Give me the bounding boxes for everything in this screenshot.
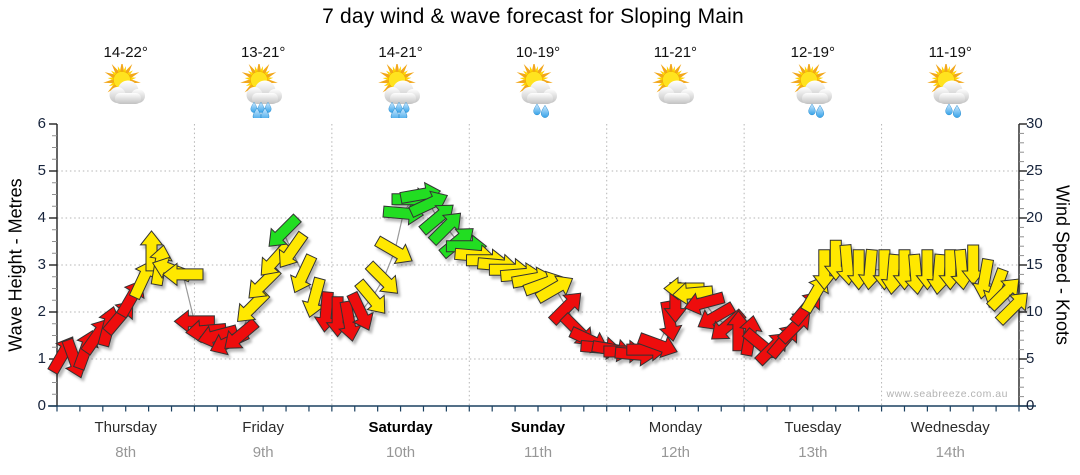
sun-cloud-rain-icon: [515, 64, 557, 118]
cloud-icon: [246, 80, 283, 104]
temp-range-label: 10-19°: [515, 44, 561, 61]
day-date-label: 14th: [935, 444, 965, 461]
temp-range-label: 11-21°: [653, 44, 698, 61]
cloud-icon: [933, 80, 970, 104]
wind-arrow: [636, 332, 678, 359]
wind-arrow: [671, 281, 714, 306]
temp-range-label: 13-21°: [240, 44, 286, 61]
cloud-icon: [658, 80, 695, 104]
temp-range-label: 14-22°: [103, 44, 148, 61]
wave-axis-tick-label: 5: [37, 162, 46, 179]
day-date-label: 12th: [660, 444, 691, 461]
day-name-label: Monday: [648, 419, 703, 436]
temp-range-label: 14-21°: [378, 44, 423, 61]
cloud-icon: [109, 80, 145, 104]
wind-axis-tick-label: 10: [1026, 303, 1043, 320]
wind-arrow: [547, 292, 582, 327]
day-date-label: 8th: [115, 444, 137, 461]
cloud-icon: [384, 80, 420, 104]
day-name-label: Thursday: [94, 419, 157, 436]
day-date-label: 9th: [252, 444, 274, 461]
day-date-label: 11th: [523, 444, 553, 461]
wind-arrow: [354, 278, 386, 314]
wind-arrow: [408, 190, 449, 219]
wind-arrow: [994, 292, 1029, 327]
wave-axis-tick-label: 6: [37, 115, 46, 132]
sun-cloud-rain-icon: [790, 64, 832, 118]
wind-axis-tick-label: 30: [1026, 115, 1043, 132]
wave-axis-tick-label: 4: [37, 209, 46, 226]
wind-arrows: [47, 181, 1029, 379]
wind-arrow: [338, 300, 362, 342]
day-name-label: Saturday: [368, 419, 433, 436]
day-name-label: Wednesday: [910, 419, 990, 436]
wave-axis-tick-label: 2: [37, 303, 46, 320]
sun-cloud-icon: [652, 64, 695, 104]
wave-axis-tick-label: 1: [37, 350, 46, 367]
cloud-icon: [521, 80, 557, 104]
wind-arrow: [971, 257, 996, 300]
wind-arrow: [374, 235, 413, 265]
wind-axis-tick-label: 15: [1026, 256, 1043, 273]
day-date-label: 13th: [798, 444, 828, 461]
day-name-label: Tuesday: [784, 419, 842, 436]
day-name-label: Sunday: [510, 419, 566, 436]
wind-arrow: [697, 301, 737, 330]
page-title: 7 day wind & wave forecast for Sloping M…: [322, 5, 744, 28]
wind-arrow: [427, 212, 462, 247]
temp-range-label: 11-19°: [928, 44, 972, 61]
wind-arrow: [346, 290, 374, 331]
wind-arrow: [301, 276, 326, 319]
wind-arrow: [289, 253, 318, 294]
wind-axis-tick-label: 20: [1026, 209, 1043, 226]
wave-axis-tick-label: 0: [37, 397, 46, 414]
wind-arrow: [268, 213, 302, 247]
wind-arrow: [364, 260, 399, 294]
wind-axis-tick-label: 5: [1026, 350, 1035, 367]
wave-axis-tick-label: 3: [37, 256, 46, 273]
day-date-label: 10th: [385, 444, 416, 461]
sun-cloud-rain-icon: [927, 64, 970, 118]
wind-arrow: [278, 230, 309, 268]
wind-arrow: [683, 291, 726, 316]
sun-cloud-icon: [102, 64, 145, 104]
wind-arrow: [961, 244, 986, 286]
wind-arrow: [224, 317, 260, 349]
wind-axis-tick-label: 25: [1026, 162, 1043, 179]
wind-arrow: [985, 278, 1020, 312]
watermark: www.seabreeze.com.au: [886, 388, 1008, 400]
wind-arrow: [534, 275, 574, 304]
wind-arrow: [658, 300, 683, 342]
sun-cloud-rain-icon: [377, 64, 420, 118]
wind-axis-tick-label: 0: [1026, 397, 1035, 414]
day-name-label: Friday: [242, 419, 284, 436]
cloud-icon: [796, 80, 832, 104]
wind-arrow: [418, 204, 454, 236]
wind-arrow: [162, 262, 204, 287]
temp-range-label: 12-19°: [790, 44, 836, 61]
sun-cloud-rain-icon: [240, 64, 283, 118]
